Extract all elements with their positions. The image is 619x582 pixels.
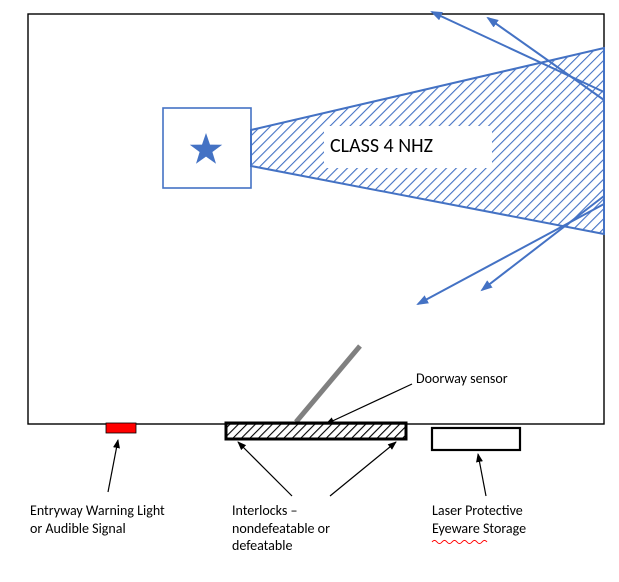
spellcheck-squiggle — [432, 540, 487, 543]
eyewear-label: Laser Protective Eyeware Storage — [432, 502, 526, 537]
diagram-stage — [0, 0, 619, 582]
nhz-label: CLASS 4 NHZ — [330, 134, 433, 159]
warning-light-label: Entryway Warning Light or Audible Signal — [30, 502, 165, 537]
door-threshold — [226, 423, 406, 439]
warning-light — [106, 423, 136, 433]
interlock-label: Interlocks – nondefeatable or defeatable — [232, 502, 330, 555]
eyewear-storage-box — [432, 428, 520, 450]
doorway-sensor-label: Doorway sensor — [416, 370, 508, 388]
